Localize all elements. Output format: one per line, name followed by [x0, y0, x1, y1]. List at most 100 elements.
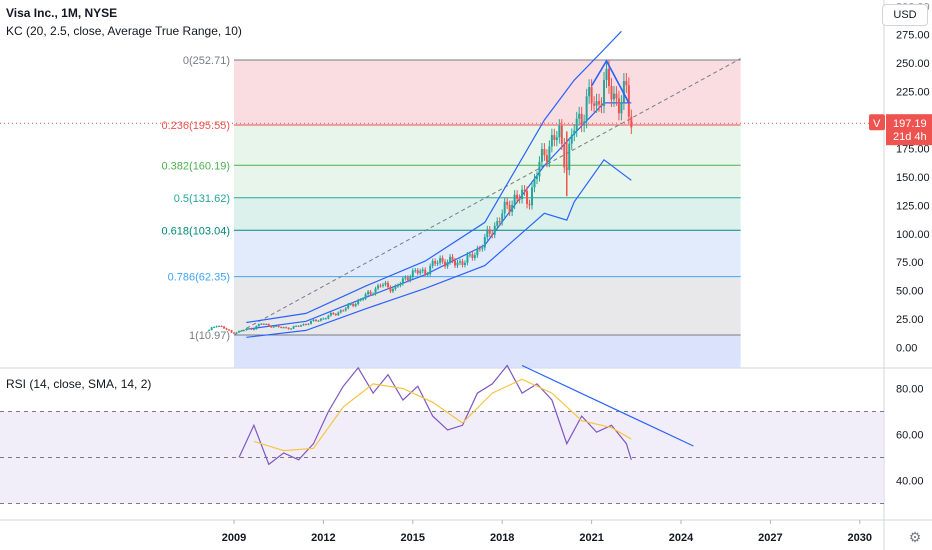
candle-body	[600, 104, 603, 106]
candle-body	[496, 221, 499, 226]
candle-body	[583, 121, 586, 126]
candle-body	[247, 328, 250, 330]
candle-body	[295, 325, 298, 327]
candle-body	[339, 310, 342, 313]
candle-body	[471, 254, 474, 258]
candle-body	[342, 310, 345, 312]
candle-body	[250, 328, 253, 330]
candle-body	[287, 327, 290, 330]
candle-body	[476, 248, 479, 256]
candle-body	[595, 101, 598, 106]
candle-body	[377, 285, 380, 289]
price-tick-label: 250.00	[896, 58, 930, 70]
candle-body	[421, 269, 424, 272]
candle-body	[473, 255, 476, 258]
candle-body	[580, 113, 583, 126]
fib-zone	[234, 125, 741, 166]
candle-body	[406, 277, 409, 281]
candle-body	[391, 288, 394, 292]
candle-body	[344, 308, 347, 311]
candle-body	[513, 194, 516, 205]
rsi-legend[interactable]: RSI (14, close, SMA, 14, 2)	[6, 377, 151, 391]
candle-body	[486, 229, 489, 238]
candle-body	[615, 93, 618, 99]
price-tick-label: 175.00	[896, 143, 930, 155]
candle-body	[603, 79, 606, 106]
candle-body	[357, 300, 360, 305]
candle-body	[416, 270, 419, 274]
rsi-tick-label: 80.00	[896, 384, 924, 396]
candle-body	[553, 135, 556, 141]
time-tick-label: 2015	[401, 532, 425, 544]
candle-body	[213, 327, 216, 329]
candle-body	[220, 326, 223, 328]
candle-body	[478, 248, 481, 250]
candle-body	[327, 315, 330, 319]
candle-body	[319, 318, 322, 321]
fib-level-label: 0.236(195.55)	[162, 120, 231, 132]
candle-body	[575, 118, 578, 131]
candle-body	[483, 237, 486, 248]
candle-body	[404, 277, 407, 279]
time-tick-label: 2021	[579, 532, 603, 544]
candle-body	[317, 320, 320, 322]
fib-zone	[234, 60, 741, 126]
rsi-tick-label: 40.00	[896, 476, 924, 488]
candle-body	[498, 221, 501, 223]
gear-icon[interactable]: ⚙	[908, 529, 922, 545]
candle-body	[540, 148, 543, 162]
candle-body	[257, 324, 260, 327]
kc-legend[interactable]: KC (20, 2.5, close, Average True Range, …	[6, 24, 242, 38]
candle-body	[364, 294, 367, 299]
time-tick-label: 2030	[848, 532, 872, 544]
candle-body	[332, 313, 335, 315]
candle-body	[240, 330, 243, 332]
candle-body	[354, 304, 357, 306]
candle-body	[543, 148, 546, 156]
candle-body	[386, 282, 389, 288]
candle-body	[242, 330, 245, 332]
candle-body	[585, 96, 588, 122]
fib-zone	[234, 276, 741, 336]
candle-body	[528, 204, 531, 206]
candle-body	[223, 326, 226, 329]
candle-body	[491, 233, 494, 235]
candle-body	[501, 213, 504, 222]
currency-button[interactable]: USD	[882, 4, 928, 26]
price-tick-label: 225.00	[896, 87, 930, 99]
candle-body	[458, 261, 461, 263]
price-tick-label: 100.00	[896, 229, 930, 241]
time-tick-label: 2012	[311, 532, 335, 544]
candle-body	[461, 261, 464, 266]
candle-body	[555, 137, 558, 141]
candle-body	[297, 325, 300, 327]
candle-body	[610, 85, 613, 100]
candle-body	[521, 189, 524, 200]
candle-body	[468, 254, 471, 256]
symbol-tag-label: V	[873, 118, 881, 130]
symbol-legend[interactable]: Visa Inc., 1M, NYSE	[6, 6, 117, 20]
candle-body	[290, 328, 293, 330]
candle-body	[563, 143, 566, 168]
rsi-line	[238, 364, 632, 466]
candle-body	[538, 161, 541, 177]
candle-body	[379, 285, 382, 287]
fib-level-label: 0.382(160.19)	[162, 160, 231, 172]
candle-body	[612, 93, 615, 100]
time-tick-label: 2009	[222, 532, 246, 544]
candle-body	[267, 324, 270, 326]
candle-body	[444, 261, 447, 267]
candle-body	[215, 326, 218, 328]
candle-body	[312, 319, 315, 322]
candle-body	[260, 323, 263, 325]
candle-body	[605, 68, 608, 80]
candle-body	[399, 283, 402, 286]
fib-trend-line	[233, 58, 741, 336]
candle-body	[302, 324, 305, 326]
candle-body	[436, 262, 439, 264]
candle-body	[322, 318, 325, 320]
candle-body	[545, 155, 548, 162]
candle-body	[374, 288, 377, 295]
price-tick-label: 50.00	[896, 286, 924, 298]
